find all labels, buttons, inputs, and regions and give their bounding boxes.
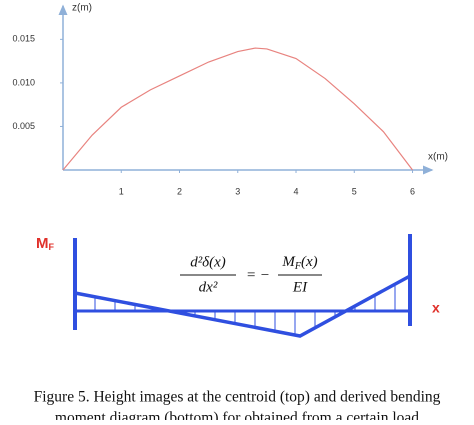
eq-rhs-num: MF(x) [281, 254, 317, 272]
caption-line: moment diagram (bottom) for obtained fro… [55, 410, 419, 420]
eq-rhs-main: M [281, 254, 296, 270]
x-tick-label: 4 [294, 186, 299, 196]
data-line [62, 47, 414, 171]
x-axis-label: x(m) [428, 152, 448, 163]
hatching [94, 284, 396, 336]
moment-label: MF [36, 235, 55, 252]
y-axis-label: z(m) [72, 3, 92, 14]
eq-sign: = − [246, 267, 270, 283]
axis-x-label: x [432, 300, 440, 316]
eq-lhs-num: d²δ(x) [190, 254, 226, 270]
moment-line [74, 274, 411, 338]
y-tick-label: 0.005 [12, 121, 35, 131]
moment-label-sub: F [49, 242, 55, 252]
x-tick-label: 6 [410, 186, 415, 196]
equation: d²δ(x) dx² = − MF(x) EI [180, 254, 322, 295]
eq-lhs-den: dx² [199, 279, 218, 295]
moment-diagram: MF x d²δ(x) dx² = − MF(x) EI [36, 234, 440, 338]
x-tick-label: 3 [235, 186, 240, 196]
x-tick-label: 5 [352, 186, 357, 196]
y-tick-label: 0.010 [12, 77, 35, 87]
caption-line: Figure 5. Height images at the centroid … [34, 389, 441, 406]
eq-rhs-tail: (x) [301, 254, 318, 270]
moment-label-main: M [36, 235, 49, 252]
eq-rhs-den: EI [292, 279, 308, 295]
y-tick-label: 0.015 [12, 34, 35, 44]
x-tick-label: 1 [119, 186, 124, 196]
x-tick-label: 2 [177, 186, 182, 196]
eq-rhs-sub: F [294, 261, 302, 272]
